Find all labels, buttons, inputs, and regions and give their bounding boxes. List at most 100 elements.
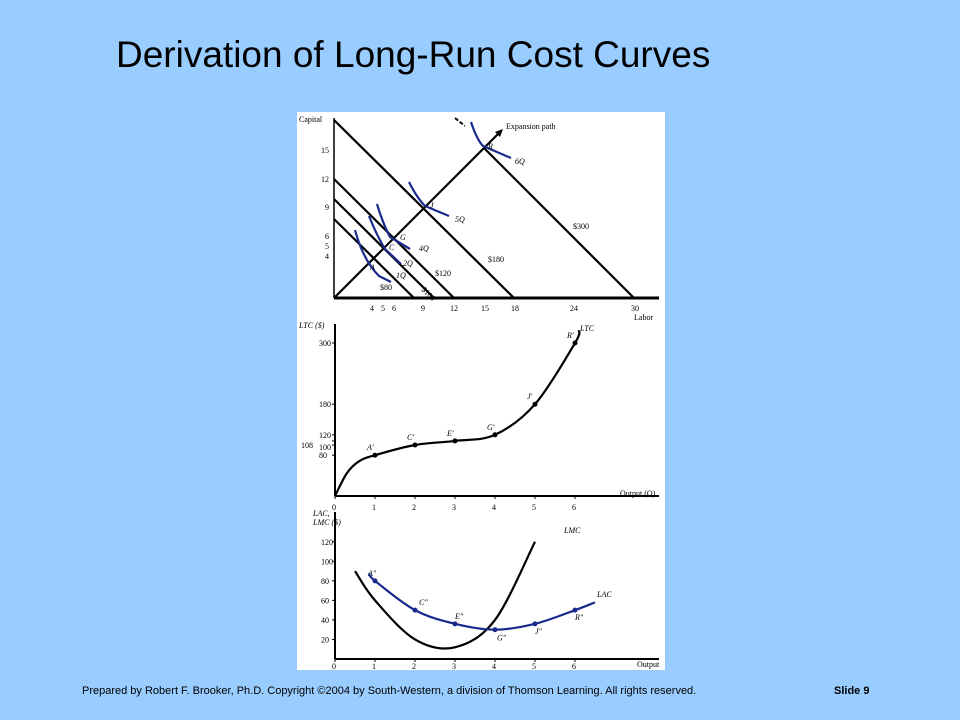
isocost-label-120: $120 bbox=[435, 269, 451, 278]
lac-point-3 bbox=[492, 627, 498, 633]
bot-ylabel-2: LMC ($) bbox=[312, 518, 341, 527]
top-ytick-6: 6 bbox=[325, 232, 329, 241]
lac-point-label-1: C″ bbox=[419, 598, 428, 607]
bot-xtick-6: 6 bbox=[572, 662, 576, 670]
point-r: R bbox=[487, 142, 493, 151]
expansion-path bbox=[333, 131, 501, 299]
mid-xtick-3: 3 bbox=[452, 503, 456, 512]
bot-x-ticks: 0 1 2 3 4 5 6 bbox=[332, 659, 576, 670]
ltc-point-2 bbox=[412, 442, 418, 448]
top-x-ticks: 4 5 6 9 12 15 18 24 30 bbox=[370, 304, 639, 313]
isoquant-label-1q: 1Q bbox=[396, 271, 406, 280]
lac-point-0 bbox=[372, 578, 378, 584]
isoquant-label-6q: 6Q bbox=[515, 157, 525, 166]
top-xtick-6: 6 bbox=[392, 304, 396, 313]
mid-xtick-2: 2 bbox=[412, 503, 416, 512]
mid-ytick-180: 180 bbox=[319, 400, 331, 409]
lmc-label: LMC bbox=[563, 526, 581, 535]
lac-lmc-chart: LAC, LMC ($) Output 20 40 60 80 100 120 0 1 2 3 4… bbox=[312, 509, 660, 670]
bot-xtick-3: 3 bbox=[452, 662, 456, 670]
footer-credit: Prepared by Robert F. Brooker, Ph.D. Cop… bbox=[82, 685, 697, 697]
slide-title: Derivation of Long-Run Cost Curves bbox=[116, 34, 711, 75]
ltc-point-6 bbox=[572, 340, 578, 346]
top-ylabel: Capital bbox=[299, 115, 323, 124]
bot-xtick-4: 4 bbox=[492, 662, 496, 670]
isocost-300-line bbox=[483, 147, 635, 299]
ltc-point-1 bbox=[372, 452, 378, 458]
top-xtick-12: 12 bbox=[450, 304, 458, 313]
point-a: A bbox=[369, 263, 375, 272]
bot-ytick-40: 40 bbox=[321, 616, 329, 625]
figure-svg: Capital Labor 15 12 9 6 5 4 4 5 6 9 12 1… bbox=[298, 115, 660, 670]
mid-xtick-0: 0 bbox=[332, 503, 336, 512]
isoquant-4q bbox=[375, 203, 411, 250]
bot-xlabel: Output bbox=[637, 660, 660, 669]
top-xtick-5: 5 bbox=[381, 304, 385, 313]
isocost-chart: Capital Labor 15 12 9 6 5 4 4 5 6 9 12 1… bbox=[299, 115, 659, 322]
mid-xtick-5: 5 bbox=[532, 503, 536, 512]
bot-xtick-2: 2 bbox=[412, 662, 416, 670]
ltc-point-label-1: A′ bbox=[366, 443, 374, 452]
lmc-curve bbox=[354, 541, 536, 650]
top-xtick-15: 15 bbox=[481, 304, 489, 313]
lac-point-label-5: R″ bbox=[574, 613, 584, 622]
top-ytick-5: 5 bbox=[325, 242, 329, 251]
lac-curve bbox=[368, 572, 596, 631]
isoquant-6q bbox=[469, 121, 512, 160]
bot-xtick-1: 1 bbox=[372, 662, 376, 670]
mid-ylabel: LTC ($) bbox=[298, 321, 325, 330]
point-j: J bbox=[430, 201, 434, 210]
top-xlabel: Labor bbox=[634, 313, 653, 322]
isoquant-2q bbox=[367, 215, 402, 265]
isocost-label-100: $100 bbox=[420, 285, 438, 303]
lac-point-1 bbox=[412, 607, 418, 613]
lac-points: A″ C″ E″ G″ J″ R″ bbox=[367, 569, 584, 643]
slide-number: Slide 9 bbox=[834, 685, 870, 697]
expansion-path-label: Expansion path bbox=[506, 122, 556, 131]
isoquant-5q bbox=[408, 181, 450, 218]
lac-point-label-0: A″ bbox=[367, 569, 377, 578]
ltc-curve bbox=[334, 329, 581, 497]
mid-xtick-4: 4 bbox=[492, 503, 496, 512]
mid-ytick-100: 100 bbox=[319, 443, 331, 452]
mid-ytick-80: 80 bbox=[319, 451, 327, 460]
ltc-points: A′ C′ E′ G′ J′ R′ bbox=[366, 331, 578, 458]
point-g: G bbox=[400, 233, 406, 242]
mid-x-ticks: 0 1 2 3 4 5 6 bbox=[332, 496, 576, 512]
ltc-curve-label: LTC bbox=[579, 324, 595, 333]
isocost-label-180: $180 bbox=[488, 255, 504, 264]
lac-label: LAC bbox=[596, 590, 612, 599]
top-xtick-30: 30 bbox=[631, 304, 639, 313]
top-xtick-4: 4 bbox=[370, 304, 374, 313]
ltc-point-label-6: R′ bbox=[566, 331, 574, 340]
isocost-label-80: $80 bbox=[380, 283, 392, 292]
mid-ytick-120: 120 bbox=[319, 431, 331, 440]
bot-ytick-60: 60 bbox=[321, 596, 329, 605]
top-y-ticks: 15 12 9 6 5 4 bbox=[321, 146, 329, 261]
mid-xtick-6: 6 bbox=[572, 503, 576, 512]
mid-xlabel: Output (Q) bbox=[620, 489, 656, 498]
top-xtick-18: 18 bbox=[511, 304, 519, 313]
top-xtick-24: 24 bbox=[570, 304, 578, 313]
bot-ytick-80: 80 bbox=[321, 577, 329, 586]
bot-y-ticks: 20 40 60 80 100 120 bbox=[321, 538, 335, 644]
top-ytick-4: 4 bbox=[325, 252, 329, 261]
mid-ytick-108: 108 bbox=[301, 441, 313, 450]
ltc-point-5 bbox=[532, 401, 538, 407]
ltc-point-label-4: G′ bbox=[487, 423, 495, 432]
lac-point-2 bbox=[452, 621, 458, 627]
top-ytick-9: 9 bbox=[325, 203, 329, 212]
bot-ytick-20: 20 bbox=[321, 635, 329, 644]
ltc-point-3 bbox=[452, 438, 458, 444]
point-c: C bbox=[389, 243, 395, 252]
bot-ylabel-1: LAC, bbox=[312, 509, 330, 518]
lac-point-label-2: E″ bbox=[454, 612, 464, 621]
ltc-point-label-5: J′ bbox=[527, 392, 533, 401]
lac-point-label-3: G″ bbox=[497, 634, 507, 643]
top-ytick-15: 15 bbox=[321, 146, 329, 155]
figure-panel: Capital Labor 15 12 9 6 5 4 4 5 6 9 12 1… bbox=[297, 112, 665, 670]
top-xtick-9: 9 bbox=[421, 304, 425, 313]
mid-ytick-300: 300 bbox=[319, 339, 331, 348]
bot-xtick-5: 5 bbox=[532, 662, 536, 670]
